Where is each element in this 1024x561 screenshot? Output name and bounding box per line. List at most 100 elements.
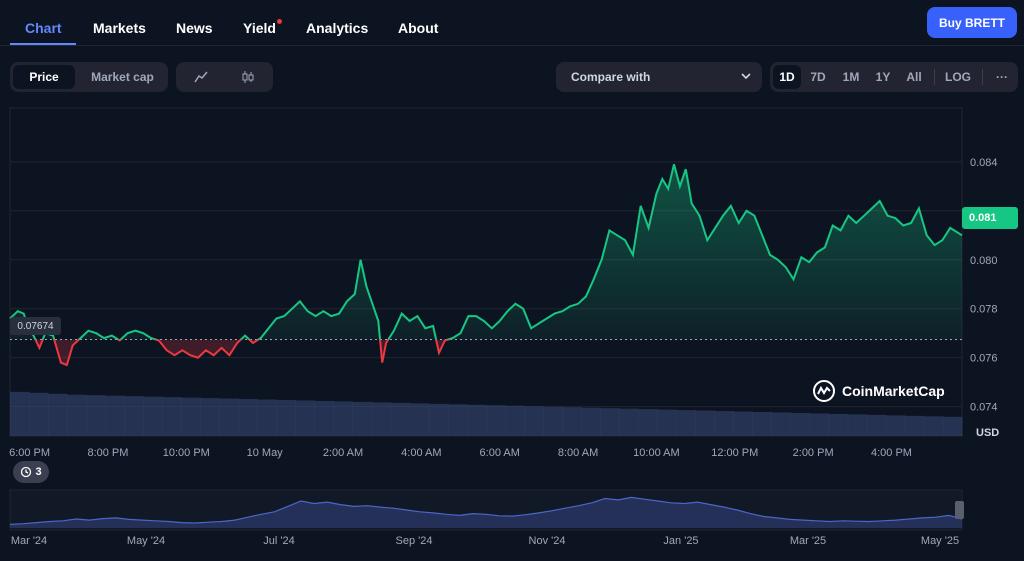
x-tick-label: 8:00 AM bbox=[558, 447, 598, 459]
volume-bar bbox=[143, 396, 163, 436]
volume-bar bbox=[885, 415, 906, 436]
tab-about[interactable]: About bbox=[398, 20, 439, 36]
x-tick-label: 10:00 PM bbox=[163, 447, 210, 459]
watermark: CoinMarketCap bbox=[812, 378, 945, 404]
volume-bar bbox=[562, 407, 582, 436]
price-tab[interactable]: Price bbox=[13, 65, 75, 89]
range-1y[interactable]: 1Y bbox=[875, 70, 891, 84]
x-tick-label: 6:00 PM bbox=[9, 447, 50, 459]
compare-with-select[interactable]: Compare with bbox=[556, 62, 762, 92]
chevron-down-icon bbox=[741, 73, 751, 80]
y-tick-label: 0.080 bbox=[970, 255, 998, 267]
buy-button[interactable]: Buy BRETT bbox=[927, 7, 1017, 38]
volume-bar bbox=[314, 400, 335, 436]
market-cap-tab[interactable]: Market cap bbox=[91, 70, 154, 84]
volume-bar bbox=[67, 394, 87, 436]
y-tick-label: 0.084 bbox=[970, 157, 998, 169]
history-icon bbox=[21, 466, 32, 478]
navigator-tick-label: Mar '24 bbox=[11, 535, 47, 547]
navigator-tick-label: May '24 bbox=[127, 535, 165, 547]
range-selector: 1D 7D 1M 1Y All LOG ··· bbox=[770, 62, 1018, 92]
events-badge[interactable]: 3 bbox=[13, 461, 49, 483]
watermark-text: CoinMarketCap bbox=[842, 383, 945, 399]
metric-toggle: Price Market cap bbox=[10, 62, 168, 92]
range-all[interactable]: All bbox=[906, 70, 922, 84]
volume-bar bbox=[219, 398, 239, 436]
volume-bar bbox=[619, 408, 639, 436]
events-count: 3 bbox=[35, 466, 42, 478]
top-nav: Chart Markets News Yield Analytics About… bbox=[0, 0, 1024, 46]
range-navigator[interactable]: Mar '24 May '24 Jul '24 Sep '24 Nov '24 Jan '… bbox=[0, 486, 1024, 561]
y-tick-label: 0.076 bbox=[970, 353, 998, 365]
volume-bar bbox=[543, 406, 563, 436]
volume-bar bbox=[904, 415, 925, 436]
volume-bar bbox=[638, 409, 658, 436]
area-below-open bbox=[10, 339, 962, 365]
y-tick-label: 0.074 bbox=[970, 402, 998, 414]
coinmarketcap-logo-icon bbox=[813, 380, 835, 402]
volume-bar bbox=[29, 392, 49, 436]
volume-bar bbox=[105, 395, 125, 436]
volume-bar bbox=[371, 402, 392, 436]
line-chart-icon[interactable] bbox=[179, 65, 223, 89]
x-tick-label: 2:00 AM bbox=[323, 447, 363, 459]
chart-type-toggle bbox=[176, 62, 273, 92]
volume-bar bbox=[676, 410, 696, 436]
volume-bar bbox=[714, 411, 734, 436]
volume-bar bbox=[923, 416, 944, 436]
volume-bar bbox=[409, 403, 430, 436]
volume-bar bbox=[181, 397, 201, 436]
range-1d[interactable]: 1D bbox=[773, 65, 801, 89]
x-tick-label: 12:00 PM bbox=[711, 447, 758, 459]
volume-bar bbox=[162, 397, 182, 436]
navigator-tick-label: Mar '25 bbox=[790, 535, 826, 547]
yield-notification-dot bbox=[277, 19, 282, 24]
log-scale-toggle[interactable]: LOG bbox=[945, 70, 971, 84]
range-7d[interactable]: 7D bbox=[810, 70, 826, 84]
volume-bar bbox=[276, 400, 296, 436]
volume-bar bbox=[695, 410, 715, 436]
navigator-tick-label: May '25 bbox=[921, 535, 959, 547]
volume-bar bbox=[733, 411, 753, 436]
volume-bar bbox=[505, 405, 525, 436]
tab-yield[interactable]: Yield bbox=[243, 20, 276, 36]
x-tick-label: 2:00 PM bbox=[793, 447, 834, 459]
range-1m[interactable]: 1M bbox=[842, 70, 860, 84]
x-tick-label: 4:00 PM bbox=[871, 447, 912, 459]
tab-markets[interactable]: Markets bbox=[93, 20, 146, 36]
navigator-area bbox=[10, 497, 962, 528]
x-tick-label: 10:00 AM bbox=[633, 447, 679, 459]
x-axis: 6:00 PM 8:00 PM 10:00 PM 10 May 2:00 AM 4:00 … bbox=[9, 447, 912, 459]
tab-analytics[interactable]: Analytics bbox=[306, 20, 369, 36]
navigator-handle[interactable] bbox=[955, 501, 964, 519]
volume-bar bbox=[466, 404, 487, 436]
navigator-tick-label: Jul '24 bbox=[263, 535, 294, 547]
area-above-open bbox=[10, 164, 962, 340]
tab-news[interactable]: News bbox=[176, 20, 213, 36]
volume-bar bbox=[428, 403, 449, 436]
y-tick-label: 0.078 bbox=[970, 304, 998, 316]
volume-bar bbox=[866, 414, 887, 436]
more-options-button[interactable]: ··· bbox=[996, 70, 1008, 84]
price-line-up bbox=[9, 164, 963, 340]
volume-bar bbox=[333, 401, 354, 436]
volume-bar bbox=[10, 391, 30, 436]
x-tick-label: 10 May bbox=[247, 447, 284, 459]
tab-active-indicator bbox=[10, 43, 76, 45]
navigator-line bbox=[9, 496, 963, 525]
candlestick-icon[interactable] bbox=[226, 65, 270, 89]
current-price-label: 0.081 bbox=[962, 207, 1018, 229]
volume-bar bbox=[524, 406, 544, 436]
volume-bar bbox=[352, 401, 373, 436]
volume-bar bbox=[809, 413, 830, 436]
navigator-x-axis: Mar '24 May '24 Jul '24 Sep '24 Nov '24 Jan '… bbox=[11, 535, 959, 547]
volume-bar bbox=[581, 407, 601, 436]
x-tick-label: 6:00 AM bbox=[480, 447, 520, 459]
volume-bar bbox=[390, 402, 411, 436]
volume-bar bbox=[942, 416, 963, 436]
x-tick-label: 4:00 AM bbox=[401, 447, 441, 459]
navigator-tick-label: Nov '24 bbox=[529, 535, 566, 547]
tab-chart[interactable]: Chart bbox=[25, 20, 62, 36]
volume-bar bbox=[257, 399, 277, 436]
